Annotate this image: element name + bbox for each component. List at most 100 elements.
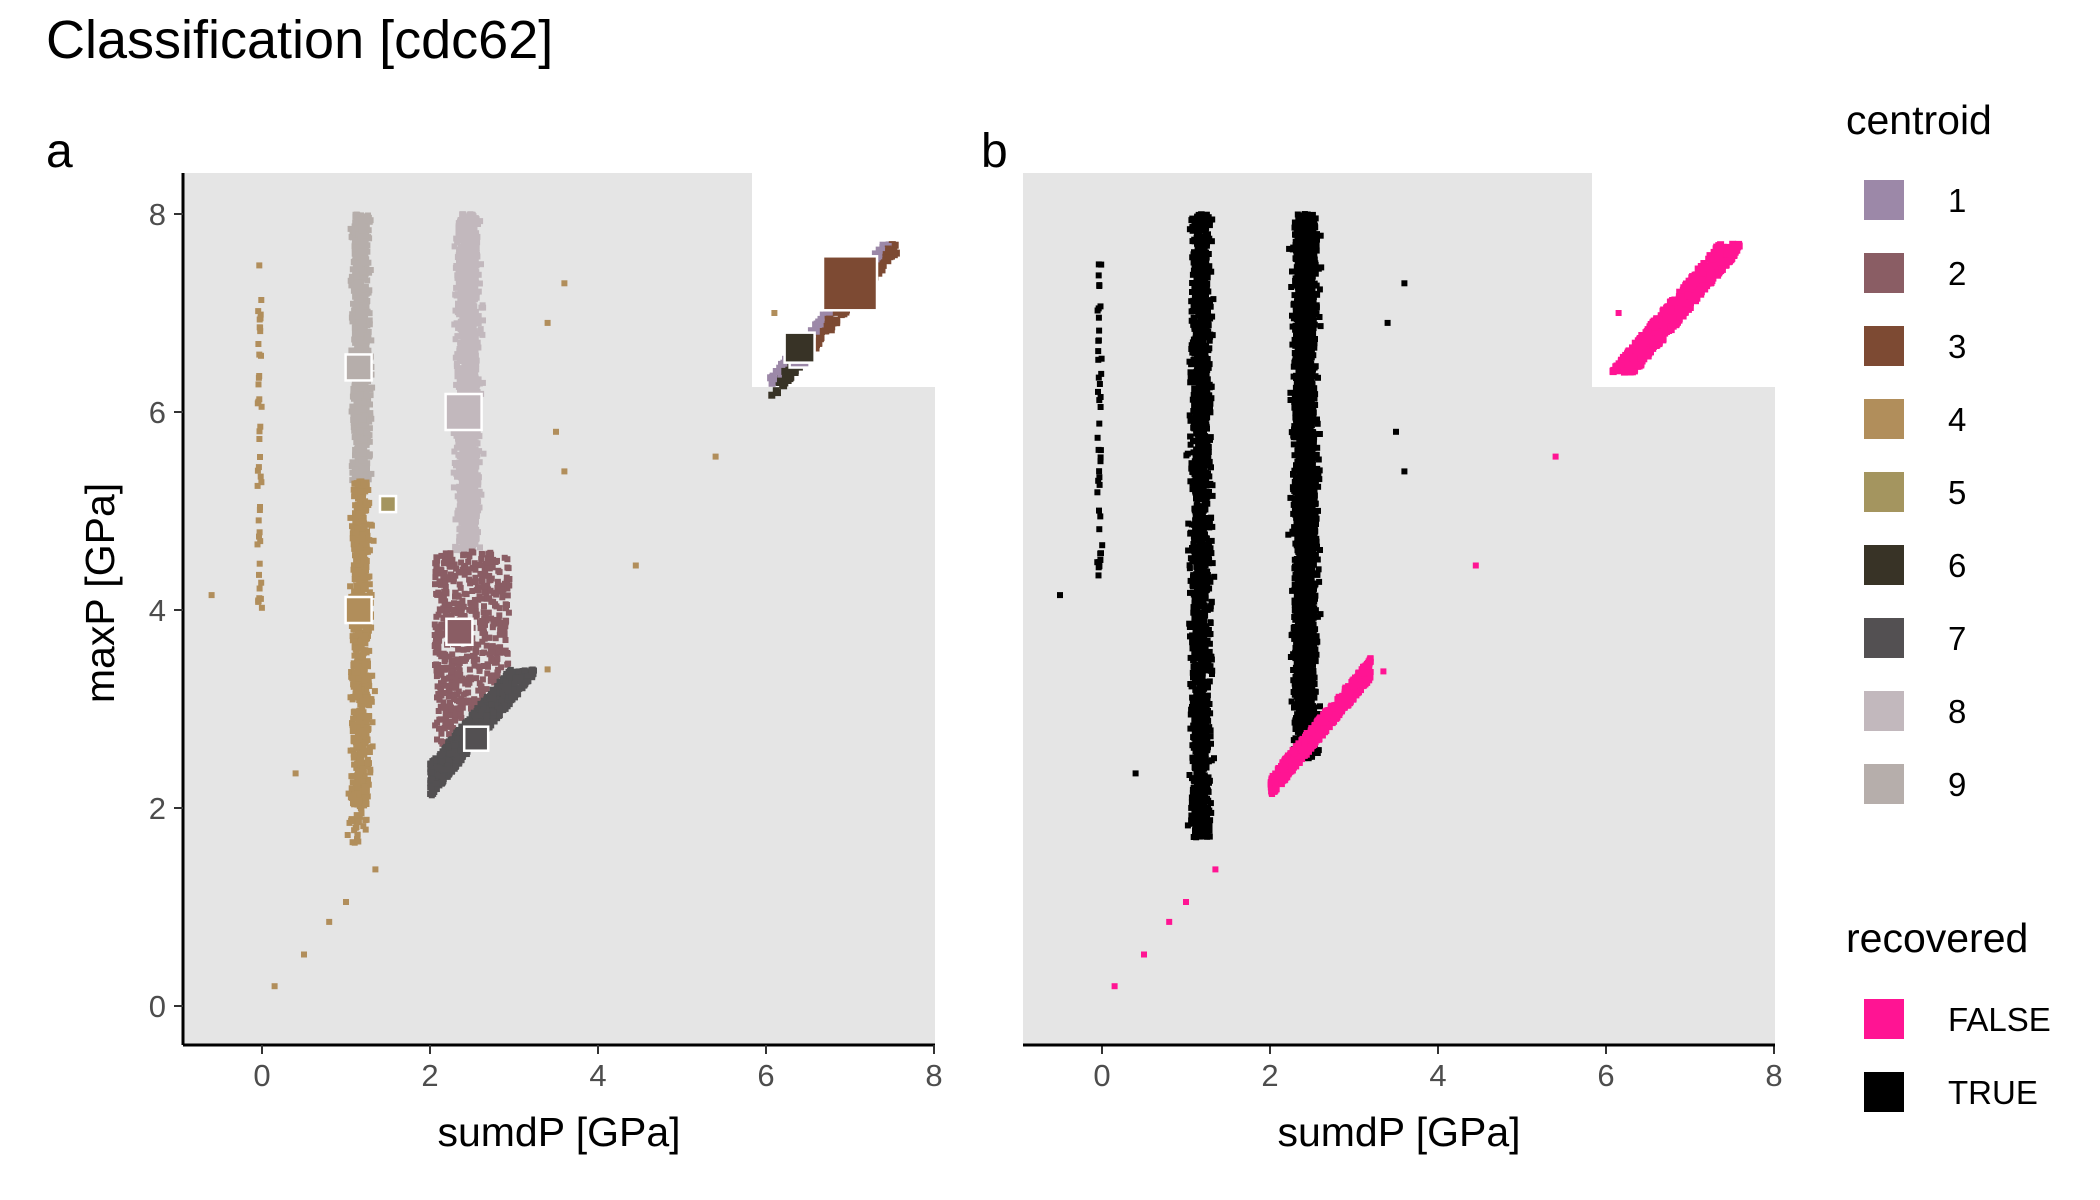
point-centroid-9 — [347, 225, 354, 232]
point-centroid-8 — [470, 320, 477, 326]
point-centroid-4 — [364, 574, 371, 581]
point-centroid-4 — [358, 558, 365, 565]
point-centroid-2 — [433, 667, 440, 674]
point-centroid-7 — [445, 738, 452, 745]
point-centroid-7 — [455, 752, 462, 759]
point-centroid-9 — [360, 326, 367, 333]
point-top-band — [814, 339, 822, 347]
point-centroid-2 — [460, 646, 467, 653]
point-centroid-2 — [484, 555, 491, 562]
point-centroid-2 — [480, 625, 487, 632]
point-centroid-4 — [354, 783, 361, 790]
point-centroid-9 — [368, 337, 375, 344]
point-centroid-8 — [473, 250, 480, 257]
point-centroid-8 — [459, 214, 466, 221]
point-centroid-8 — [461, 369, 468, 375]
point-top-band — [875, 252, 883, 260]
point-centroid-4 — [355, 675, 362, 682]
point-centroid-7 — [457, 747, 464, 754]
point-centroid-4 — [258, 579, 265, 586]
point-centroid-2 — [446, 712, 453, 719]
point-centroid-8 — [467, 495, 474, 502]
point-centroid-2 — [454, 697, 460, 704]
y-tick-label: 6 — [149, 395, 166, 430]
point-centroid-7 — [451, 749, 458, 756]
centroid-marker-4 — [344, 595, 373, 625]
point-centroid-4 — [359, 550, 366, 557]
point-centroid-4 — [254, 482, 261, 489]
point-centroid-4 — [362, 488, 369, 495]
point-centroid-8 — [469, 484, 476, 491]
point-centroid-4 — [354, 557, 361, 564]
point-centroid-8 — [465, 379, 472, 386]
point-centroid-8 — [460, 484, 467, 491]
point-centroid-2 — [454, 600, 461, 607]
point-centroid-2 — [473, 643, 480, 650]
point-centroid-2 — [502, 623, 509, 630]
point-centroid-9 — [356, 289, 363, 296]
point-centroid-4 — [257, 311, 264, 318]
point-centroid-4 — [354, 832, 361, 839]
point-centroid-4 — [350, 793, 357, 799]
point-centroid-9 — [366, 287, 373, 294]
point-centroid-2 — [435, 662, 442, 668]
point-centroid-8 — [472, 525, 479, 532]
point-centroid-8 — [465, 257, 472, 264]
point-centroid-8 — [472, 381, 479, 388]
point-centroid-9 — [349, 403, 356, 410]
point-centroid-2 — [487, 559, 494, 566]
point-centroid-9 — [356, 428, 363, 435]
point-centroid-8 — [479, 379, 486, 386]
point-centroid-8 — [451, 243, 458, 250]
point-centroid-2 — [481, 589, 488, 596]
point-centroid-8 — [460, 272, 467, 279]
point-centroid-8 — [455, 229, 462, 236]
point-centroid-8 — [459, 333, 465, 340]
point-centroid-8 — [462, 357, 469, 364]
point-centroid-2 — [485, 550, 492, 557]
point-centroid-2 — [442, 711, 449, 717]
point-centroid-7 — [440, 778, 447, 785]
point-centroid-9 — [351, 393, 358, 400]
point-centroid-2 — [453, 565, 460, 572]
point-top-band — [888, 252, 895, 260]
point-centroid-4 — [271, 983, 278, 990]
point-centroid-2 — [505, 660, 512, 667]
point-centroid-2 — [446, 576, 453, 583]
point-centroid-2 — [482, 561, 489, 567]
point-centroid-4 — [365, 781, 372, 788]
point-centroid-4 — [350, 751, 357, 758]
point-centroid-9 — [365, 396, 372, 403]
point-top-band — [827, 308, 835, 316]
point-centroid-2 — [457, 710, 464, 717]
point-centroid-2 — [462, 563, 469, 570]
panel-a-points — [208, 211, 900, 990]
point-top-band — [821, 327, 829, 335]
point-centroid-2 — [441, 570, 448, 576]
point-centroid-8 — [459, 449, 466, 456]
point-centroid-2 — [471, 662, 478, 669]
point-centroid-4 — [361, 783, 368, 790]
point-centroid-7 — [502, 686, 508, 692]
point-centroid-4 — [352, 531, 359, 537]
point-centroid-7 — [433, 780, 440, 787]
point-centroid-4 — [351, 652, 358, 659]
point-centroid-4 — [255, 464, 262, 471]
point-centroid-8 — [454, 291, 461, 298]
point-centroid-8 — [457, 287, 464, 294]
point-centroid-2 — [452, 590, 459, 597]
point-centroid-2 — [478, 683, 484, 690]
point-centroid-4 — [371, 688, 378, 695]
point-centroid-4 — [350, 683, 357, 690]
point-centroid-2 — [472, 574, 479, 581]
point-centroid-7 — [501, 703, 508, 709]
point-centroid-2 — [478, 556, 485, 563]
point-centroid-8 — [475, 313, 482, 320]
point-top-band — [832, 319, 840, 327]
point-centroid-8 — [473, 294, 480, 301]
point-centroid-4 — [351, 708, 358, 715]
point-centroid-4 — [366, 683, 373, 689]
point-centroid-7 — [455, 741, 462, 748]
point-centroid-2 — [495, 648, 502, 655]
